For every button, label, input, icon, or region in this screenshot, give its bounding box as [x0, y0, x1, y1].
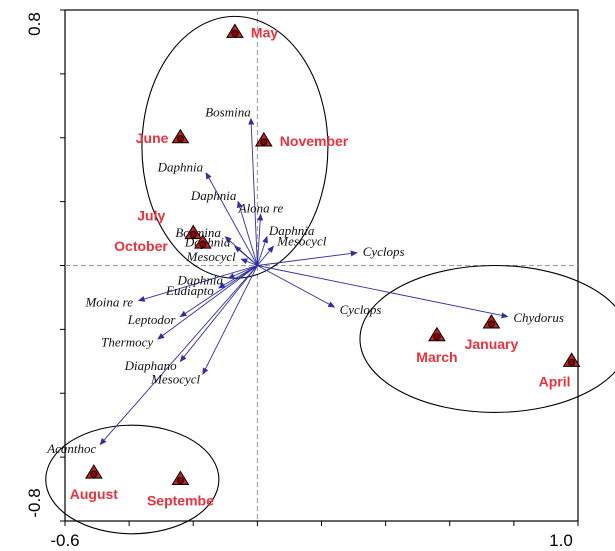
- month-label: April: [539, 373, 571, 389]
- species-label: Daphnia: [190, 188, 237, 203]
- species-arrow: [234, 245, 258, 266]
- species-label: Cyclops: [340, 302, 382, 317]
- species-arrow: [257, 265, 336, 308]
- month-marker-dot: [176, 135, 185, 143]
- species-label: Acanthoc: [46, 441, 96, 456]
- month-label: June: [136, 130, 169, 146]
- month-label: August: [70, 486, 119, 502]
- species-arrow: [227, 265, 258, 279]
- species-label: Bosmina: [205, 105, 251, 120]
- month-marker-dot: [487, 320, 496, 328]
- species-label: Daphnia: [177, 273, 224, 288]
- species-arrow: [202, 265, 258, 375]
- month-label: November: [280, 133, 349, 149]
- species-arrow: [257, 250, 358, 266]
- month-marker-dot: [176, 476, 185, 485]
- cluster-ellipse: [359, 264, 615, 413]
- month-marker-dot: [189, 230, 197, 239]
- month-label: January: [465, 336, 519, 352]
- species-arrow: [99, 265, 258, 446]
- month-marker-dot: [567, 358, 576, 366]
- month-marker-dot: [433, 333, 441, 341]
- month-label: Septembe: [147, 492, 214, 508]
- species-label: Alona re: [238, 200, 284, 215]
- species-label: Eudiapto: [165, 283, 214, 298]
- species-arrow: [248, 117, 258, 266]
- species-label: Mesocycl: [186, 249, 236, 264]
- month-label: March: [416, 349, 457, 365]
- species-arrow: [257, 265, 509, 319]
- species-label: Daphnia: [157, 160, 204, 175]
- species-label: Mesocycl: [276, 234, 326, 249]
- species-label: Cyclops: [363, 244, 405, 259]
- species-label: Chydorus: [513, 310, 564, 325]
- species-arrow: [205, 172, 258, 266]
- species-label: Thermocy: [101, 335, 153, 350]
- month-label: July: [137, 208, 165, 224]
- x-tick-label-min: -0.6: [50, 531, 79, 550]
- cluster-ellipse: [45, 424, 220, 535]
- species-arrow: [157, 265, 258, 340]
- species-label: Moina re: [84, 294, 133, 309]
- x-tick-label-max: 1.0: [549, 531, 573, 550]
- species-arrow: [256, 235, 268, 266]
- species-arrow: [179, 265, 258, 363]
- species-label: Daphnia: [268, 223, 315, 238]
- species-label: Mesocycl: [150, 371, 200, 386]
- species-arrow: [257, 245, 275, 266]
- month-marker-dot: [199, 240, 207, 248]
- species-arrow: [256, 213, 264, 266]
- species-arrow: [137, 265, 258, 302]
- y-tick-label-min: -0.8: [25, 488, 44, 517]
- species-arrow: [236, 200, 258, 266]
- species-arrow: [179, 265, 258, 318]
- month-label: October: [114, 238, 168, 254]
- species-arrow: [240, 258, 258, 266]
- month-marker-dot: [260, 138, 268, 146]
- y-tick-label-max: 0.8: [25, 12, 44, 36]
- species-label: Leptodor: [127, 312, 177, 327]
- month-marker-dot: [90, 470, 98, 478]
- species-label: Diaphano: [124, 358, 178, 373]
- month-marker-dot: [231, 29, 239, 37]
- month-label: May: [251, 24, 278, 40]
